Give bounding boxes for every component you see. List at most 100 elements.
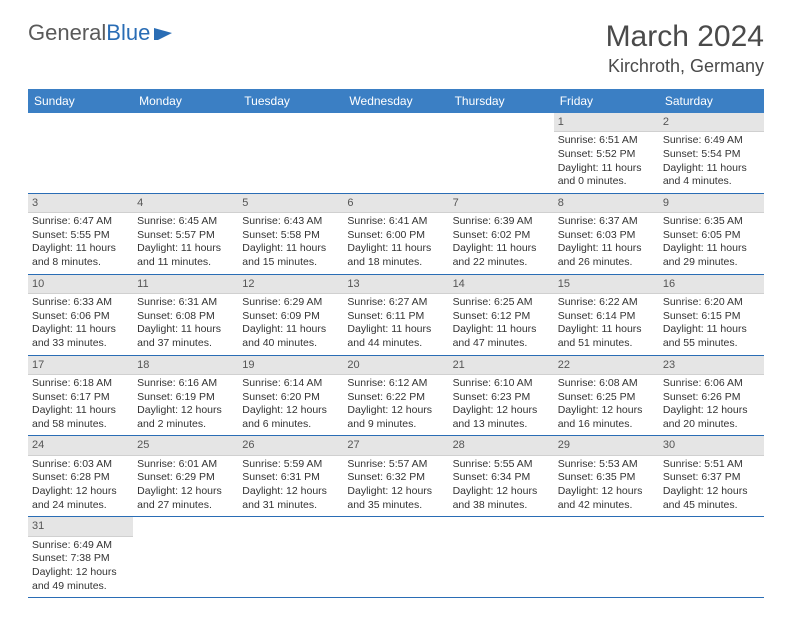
calendar-cell: 13Sunrise: 6:27 AMSunset: 6:11 PMDayligh… — [343, 274, 448, 355]
calendar-cell: 4Sunrise: 6:45 AMSunset: 5:57 PMDaylight… — [133, 193, 238, 274]
calendar-week: 3Sunrise: 6:47 AMSunset: 5:55 PMDaylight… — [28, 193, 764, 274]
day-line: and 26 minutes. — [558, 256, 655, 270]
calendar-cell: 11Sunrise: 6:31 AMSunset: 6:08 PMDayligh… — [133, 274, 238, 355]
day-header: Friday — [554, 89, 659, 113]
day-number: 5 — [238, 194, 343, 213]
day-number: 24 — [28, 436, 133, 455]
day-line: Daylight: 12 hours — [558, 485, 655, 499]
day-line: Sunrise: 6:18 AM — [32, 377, 129, 391]
day-body: Sunrise: 6:12 AMSunset: 6:22 PMDaylight:… — [343, 375, 448, 436]
day-line: Sunset: 6:17 PM — [32, 391, 129, 405]
day-line: Sunset: 6:09 PM — [242, 310, 339, 324]
day-line: and 31 minutes. — [242, 499, 339, 513]
calendar-cell — [449, 113, 554, 193]
day-number: 29 — [554, 436, 659, 455]
day-body: Sunrise: 6:18 AMSunset: 6:17 PMDaylight:… — [28, 375, 133, 436]
day-line: and 40 minutes. — [242, 337, 339, 351]
day-body: Sunrise: 6:43 AMSunset: 5:58 PMDaylight:… — [238, 213, 343, 274]
day-line: and 4 minutes. — [663, 175, 760, 189]
calendar-cell — [238, 113, 343, 193]
calendar-cell — [28, 113, 133, 193]
day-number: 18 — [133, 356, 238, 375]
day-line: Daylight: 12 hours — [347, 404, 444, 418]
day-line: Daylight: 11 hours — [558, 242, 655, 256]
day-number: 27 — [343, 436, 448, 455]
calendar-cell: 2Sunrise: 6:49 AMSunset: 5:54 PMDaylight… — [659, 113, 764, 193]
day-line: Sunset: 6:00 PM — [347, 229, 444, 243]
calendar-cell — [449, 517, 554, 598]
calendar-cell: 5Sunrise: 6:43 AMSunset: 5:58 PMDaylight… — [238, 193, 343, 274]
day-line: Daylight: 12 hours — [663, 485, 760, 499]
flag-icon — [154, 20, 176, 46]
day-number: 20 — [343, 356, 448, 375]
day-body: Sunrise: 6:41 AMSunset: 6:00 PMDaylight:… — [343, 213, 448, 274]
day-line: and 22 minutes. — [453, 256, 550, 270]
day-line: Sunset: 6:11 PM — [347, 310, 444, 324]
day-line: Sunrise: 5:59 AM — [242, 458, 339, 472]
day-number: 10 — [28, 275, 133, 294]
calendar-cell: 8Sunrise: 6:37 AMSunset: 6:03 PMDaylight… — [554, 193, 659, 274]
day-line: Sunrise: 6:08 AM — [558, 377, 655, 391]
day-line: Sunrise: 6:16 AM — [137, 377, 234, 391]
day-line: Sunrise: 6:03 AM — [32, 458, 129, 472]
calendar-cell: 28Sunrise: 5:55 AMSunset: 6:34 PMDayligh… — [449, 436, 554, 517]
day-line: Sunset: 6:32 PM — [347, 471, 444, 485]
day-body: Sunrise: 6:45 AMSunset: 5:57 PMDaylight:… — [133, 213, 238, 274]
day-line: Sunset: 6:05 PM — [663, 229, 760, 243]
day-line: Daylight: 11 hours — [558, 323, 655, 337]
day-line: and 24 minutes. — [32, 499, 129, 513]
day-line: Sunset: 5:52 PM — [558, 148, 655, 162]
calendar-cell: 16Sunrise: 6:20 AMSunset: 6:15 PMDayligh… — [659, 274, 764, 355]
location: Kirchroth, Germany — [606, 56, 764, 77]
calendar-cell: 24Sunrise: 6:03 AMSunset: 6:28 PMDayligh… — [28, 436, 133, 517]
day-number: 7 — [449, 194, 554, 213]
day-body: Sunrise: 6:27 AMSunset: 6:11 PMDaylight:… — [343, 294, 448, 355]
day-line: Sunset: 6:12 PM — [453, 310, 550, 324]
day-body: Sunrise: 6:25 AMSunset: 6:12 PMDaylight:… — [449, 294, 554, 355]
day-line: Sunrise: 6:49 AM — [32, 539, 129, 553]
day-line: Sunset: 5:55 PM — [32, 229, 129, 243]
day-line: Sunrise: 6:51 AM — [558, 134, 655, 148]
day-line: Daylight: 12 hours — [453, 485, 550, 499]
day-body: Sunrise: 5:51 AMSunset: 6:37 PMDaylight:… — [659, 456, 764, 517]
day-line: and 11 minutes. — [137, 256, 234, 270]
day-number: 17 — [28, 356, 133, 375]
calendar-table: SundayMondayTuesdayWednesdayThursdayFrid… — [28, 89, 764, 598]
day-body: Sunrise: 6:31 AMSunset: 6:08 PMDaylight:… — [133, 294, 238, 355]
day-line: Sunset: 6:02 PM — [453, 229, 550, 243]
day-line: Daylight: 11 hours — [32, 323, 129, 337]
day-number: 12 — [238, 275, 343, 294]
day-line: Daylight: 11 hours — [453, 323, 550, 337]
calendar-cell: 10Sunrise: 6:33 AMSunset: 6:06 PMDayligh… — [28, 274, 133, 355]
calendar-cell: 21Sunrise: 6:10 AMSunset: 6:23 PMDayligh… — [449, 355, 554, 436]
day-line: Sunset: 6:14 PM — [558, 310, 655, 324]
day-line: Sunset: 6:25 PM — [558, 391, 655, 405]
day-body: Sunrise: 5:57 AMSunset: 6:32 PMDaylight:… — [343, 456, 448, 517]
day-line: Daylight: 11 hours — [558, 162, 655, 176]
day-line: Sunset: 6:23 PM — [453, 391, 550, 405]
calendar-cell: 31Sunrise: 6:49 AMSunset: 7:38 PMDayligh… — [28, 517, 133, 598]
day-line: and 9 minutes. — [347, 418, 444, 432]
day-number: 25 — [133, 436, 238, 455]
day-header: Monday — [133, 89, 238, 113]
day-number: 30 — [659, 436, 764, 455]
day-number: 26 — [238, 436, 343, 455]
day-line: Sunset: 6:26 PM — [663, 391, 760, 405]
day-body: Sunrise: 6:22 AMSunset: 6:14 PMDaylight:… — [554, 294, 659, 355]
calendar-cell — [659, 517, 764, 598]
day-line: and 16 minutes. — [558, 418, 655, 432]
calendar-cell — [343, 517, 448, 598]
day-line: Sunset: 6:20 PM — [242, 391, 339, 405]
page-title: March 2024 — [606, 20, 764, 54]
day-line: Sunrise: 6:27 AM — [347, 296, 444, 310]
calendar-cell: 30Sunrise: 5:51 AMSunset: 6:37 PMDayligh… — [659, 436, 764, 517]
calendar-cell: 18Sunrise: 6:16 AMSunset: 6:19 PMDayligh… — [133, 355, 238, 436]
day-line: Daylight: 11 hours — [242, 323, 339, 337]
day-number: 28 — [449, 436, 554, 455]
day-number: 13 — [343, 275, 448, 294]
day-body: Sunrise: 6:03 AMSunset: 6:28 PMDaylight:… — [28, 456, 133, 517]
day-line: and 15 minutes. — [242, 256, 339, 270]
day-line: and 58 minutes. — [32, 418, 129, 432]
day-line: Sunset: 7:38 PM — [32, 552, 129, 566]
day-line: and 38 minutes. — [453, 499, 550, 513]
